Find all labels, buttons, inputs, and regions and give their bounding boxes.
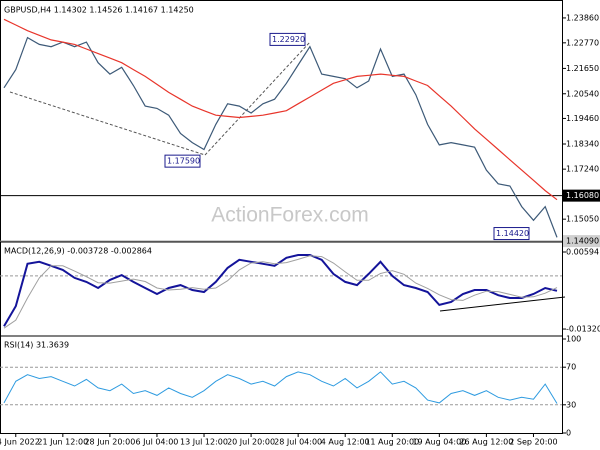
- x-tick-label: 2 Sep 20:00: [509, 438, 557, 447]
- panel-header: MACD(12,26,9) -0.003728 -0.002864: [4, 247, 152, 256]
- trend-line: [9, 91, 206, 156]
- panel-header: RSI(14) 31.3639: [4, 341, 69, 350]
- y-tick-label: 1.17240: [566, 165, 599, 174]
- x-tick-label: 28 Jun 20:00: [84, 438, 135, 447]
- y-tick-label: 1.22770: [566, 38, 599, 47]
- x-tick-label: 21 Jun 12:00: [37, 438, 88, 447]
- y-tick-label: 0: [566, 429, 571, 438]
- trend-line: [204, 41, 311, 156]
- current-label: 1.14090: [566, 237, 599, 246]
- annotation-box: [164, 154, 201, 168]
- panel-header: GBPUSD,H4 1.14302 1.14526 1.14167 1.1425…: [4, 6, 194, 15]
- y-tick-label: 30: [566, 400, 576, 409]
- current-label-box: [563, 235, 600, 248]
- series-line: [3, 254, 558, 327]
- x-tick-label: 20 Jul 20:00: [227, 438, 275, 447]
- x-tick-label: 26 Aug 12:00: [459, 438, 513, 447]
- annotation-label: 1.22920: [272, 35, 305, 44]
- series-line: [3, 255, 558, 329]
- y-tick-label: 1.23860: [566, 13, 599, 22]
- x-tick-label: 28 Jul 04:00: [274, 438, 322, 447]
- annotation-label: 1.17590: [167, 157, 200, 166]
- plot-frame: [0, 0, 563, 434]
- series-line: [3, 371, 558, 404]
- series-line: [3, 18, 558, 201]
- annotation-box: [269, 32, 306, 46]
- x-tick-label: 13 Jul 12:00: [180, 438, 228, 447]
- y-tick-label: 1.21650: [566, 64, 599, 73]
- x-tick-label: 11 Aug 20:00: [365, 438, 419, 447]
- annotation-label: 1.14420: [496, 229, 529, 238]
- y-tick-label: 1.15050: [566, 215, 599, 224]
- y-tick-label: 0.005941: [566, 247, 600, 256]
- y-tick-label: 1.20540: [566, 89, 599, 98]
- x-tick-label: 4 Aug 12:00: [321, 438, 370, 447]
- series-line: [3, 36, 558, 238]
- y-tick-label: 1.18340: [566, 140, 599, 149]
- y-tick-label: 70: [566, 363, 576, 372]
- level-label-box: [563, 189, 600, 202]
- y-tick-label: 100: [566, 335, 581, 344]
- x-tick-label: 19 Aug 04:00: [412, 438, 466, 447]
- annotation-box: [493, 227, 530, 241]
- level-label: 1.16080: [566, 191, 599, 200]
- x-tick-label: 6 Jul 04:00: [136, 438, 179, 447]
- macd-trend-line: [439, 296, 566, 312]
- y-tick-label: -0.013207: [566, 325, 600, 334]
- x-tick-label: 14 Jun 2022: [0, 438, 40, 447]
- y-tick-label: 1.19460: [566, 114, 599, 123]
- watermark: ActionForex.com: [211, 204, 369, 227]
